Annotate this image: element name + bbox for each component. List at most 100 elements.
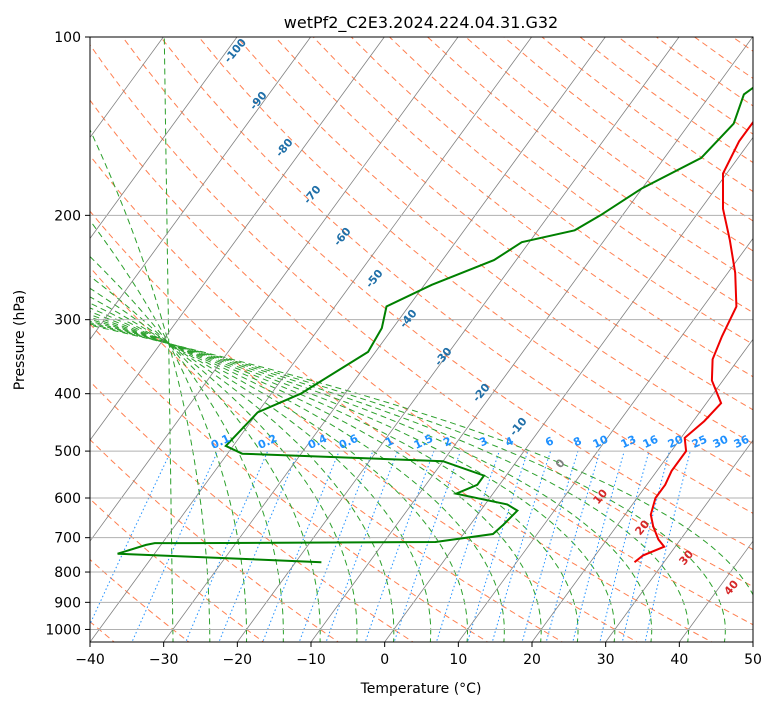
- mixing-ratio-label: 0.6: [337, 432, 360, 452]
- dry-adiabat-line: [656, 37, 753, 107]
- chart-title: wetPf2_C2E3.2024.224.04.31.G32: [284, 13, 558, 33]
- mixing-ratio-label: 1.5: [412, 432, 435, 452]
- moist-adiabat-line: [90, 322, 689, 642]
- mixing-ratio-line: [131, 450, 219, 642]
- mixing-ratio-line: [218, 450, 299, 642]
- mixing-ratio-line: [572, 450, 625, 642]
- dry-adiabat-line: [90, 498, 265, 642]
- mixing-ratio-line: [621, 450, 670, 642]
- isotherm-line: [605, 439, 753, 642]
- axis-ticks: −40 −30 −20 −10 0 10 20 30 40 5010020030040050060…: [45, 30, 762, 668]
- moist-adiabat-line: [90, 296, 395, 642]
- isotherm-label: -100: [221, 36, 249, 66]
- dry-adiabat-line: [350, 37, 753, 345]
- dry-adiabat-line: [90, 266, 564, 642]
- isotherm-line: [90, 37, 533, 642]
- y-tick-label: 300: [54, 313, 81, 329]
- dry-adiabat-line: [198, 37, 753, 479]
- isotherm-label: -40: [397, 307, 420, 331]
- dry-adiabat-line: [312, 37, 753, 378]
- y-axis-title: Pressure (hPa): [12, 290, 28, 390]
- isotherm-label: -50: [363, 267, 386, 291]
- moist-adiabat-line: [90, 255, 284, 642]
- isotherm-line: [90, 37, 459, 542]
- mixing-ratio-line: [90, 450, 172, 626]
- mixing-ratio-label: 20: [666, 433, 686, 451]
- x-tick-label: 50: [744, 652, 762, 668]
- mixing-ratio-label: 8: [571, 434, 583, 449]
- dry-adiabat-line: [90, 154, 713, 642]
- y-tick-label: 900: [54, 595, 81, 611]
- x-tick-label: 40: [670, 652, 688, 668]
- y-tick-label: 100: [54, 30, 81, 46]
- dry-adiabat-line: [427, 37, 753, 283]
- moist-adiabat-line: [90, 302, 432, 642]
- dry-adiabat-line: [160, 37, 753, 514]
- plot-frame: [89, 36, 754, 643]
- dewpoint-profile: [117, 86, 753, 564]
- mixing-ratio-label: 3: [477, 434, 489, 449]
- moist-adiabat-line: [90, 314, 542, 642]
- isotherm-label: -80: [273, 136, 296, 160]
- mixing-ratio-label: 13: [619, 433, 638, 451]
- dry-adiabat-line: [389, 37, 753, 314]
- mixing-ratio-line: [298, 450, 374, 642]
- mixing-ratio-line: [435, 450, 500, 642]
- background-lines: [90, 37, 775, 644]
- mixing-ratio-label: 30: [711, 433, 731, 451]
- mixing-ratio-label: 10: [591, 433, 611, 451]
- dry-adiabat-line: [90, 44, 753, 588]
- x-tick-label: −10: [296, 652, 326, 668]
- mixing-ratio-label: 36: [732, 433, 752, 451]
- mixing-ratio-line: [491, 450, 552, 642]
- y-tick-label: 200: [54, 208, 81, 224]
- y-tick-label: 500: [54, 444, 81, 460]
- dry-adiabat-line: [90, 323, 489, 642]
- isotherm-label: -70: [301, 183, 324, 207]
- isotherm-label: -90: [247, 89, 270, 113]
- mixing-ratio-line: [599, 450, 650, 642]
- dry-adiabat-line: [541, 37, 753, 193]
- mixing-ratio-label: 6: [543, 434, 556, 449]
- isotherm-line: [678, 540, 753, 642]
- isotherm-line: [236, 37, 680, 642]
- moist-adiabat-line: [90, 324, 753, 596]
- dry-adiabat-line: [236, 37, 753, 445]
- mixing-ratio-label: 25: [690, 433, 709, 451]
- mixing-ratio-line: [393, 450, 461, 642]
- y-tick-label: 400: [54, 387, 81, 403]
- dry-adiabat-line: [732, 37, 753, 52]
- y-tick-label: 800: [54, 565, 81, 581]
- moist-adiabat-line: [90, 318, 616, 642]
- dry-adiabat-line: [579, 37, 753, 164]
- mixing-ratio-line: [521, 450, 579, 642]
- isotherm-line: [457, 237, 753, 642]
- dry-adiabat-line: [90, 210, 639, 642]
- x-tick-label: 10: [449, 652, 467, 668]
- y-tick-label: 700: [54, 531, 81, 547]
- isotherm-label: -20: [470, 381, 493, 405]
- mixing-ratio-label: 0.2: [256, 432, 279, 452]
- x-tick-label: −40: [75, 652, 105, 668]
- moist-adiabat-line: [90, 320, 653, 642]
- mixing-ratio-label: 16: [641, 433, 661, 451]
- isotherm-line: [90, 37, 164, 139]
- moist-adiabat-line: [90, 311, 505, 642]
- x-tick-label: −30: [149, 652, 179, 668]
- mixing-ratio-line: [644, 450, 691, 642]
- moist-adiabat-line: [90, 287, 358, 642]
- moist-adiabat-line: [90, 307, 468, 642]
- line-labels: -100-90-80-70-60-50-40-30-20-10010203040…: [209, 36, 752, 598]
- x-tick-label: 20: [523, 652, 541, 668]
- mixing-ratio-label: 0.1: [209, 432, 232, 452]
- mixing-ratio-line: [545, 450, 601, 642]
- mixing-ratio-line: [364, 450, 435, 642]
- isotherm-line: [310, 37, 753, 642]
- profiles: [117, 86, 753, 564]
- isotherm-zero-label: 0: [553, 456, 568, 470]
- plot-area: -100-90-80-70-60-50-40-30-20-10010203040…: [90, 36, 775, 644]
- x-axis-title: Temperature (°C): [360, 681, 482, 697]
- dry-adiabat-line: [771, 37, 775, 644]
